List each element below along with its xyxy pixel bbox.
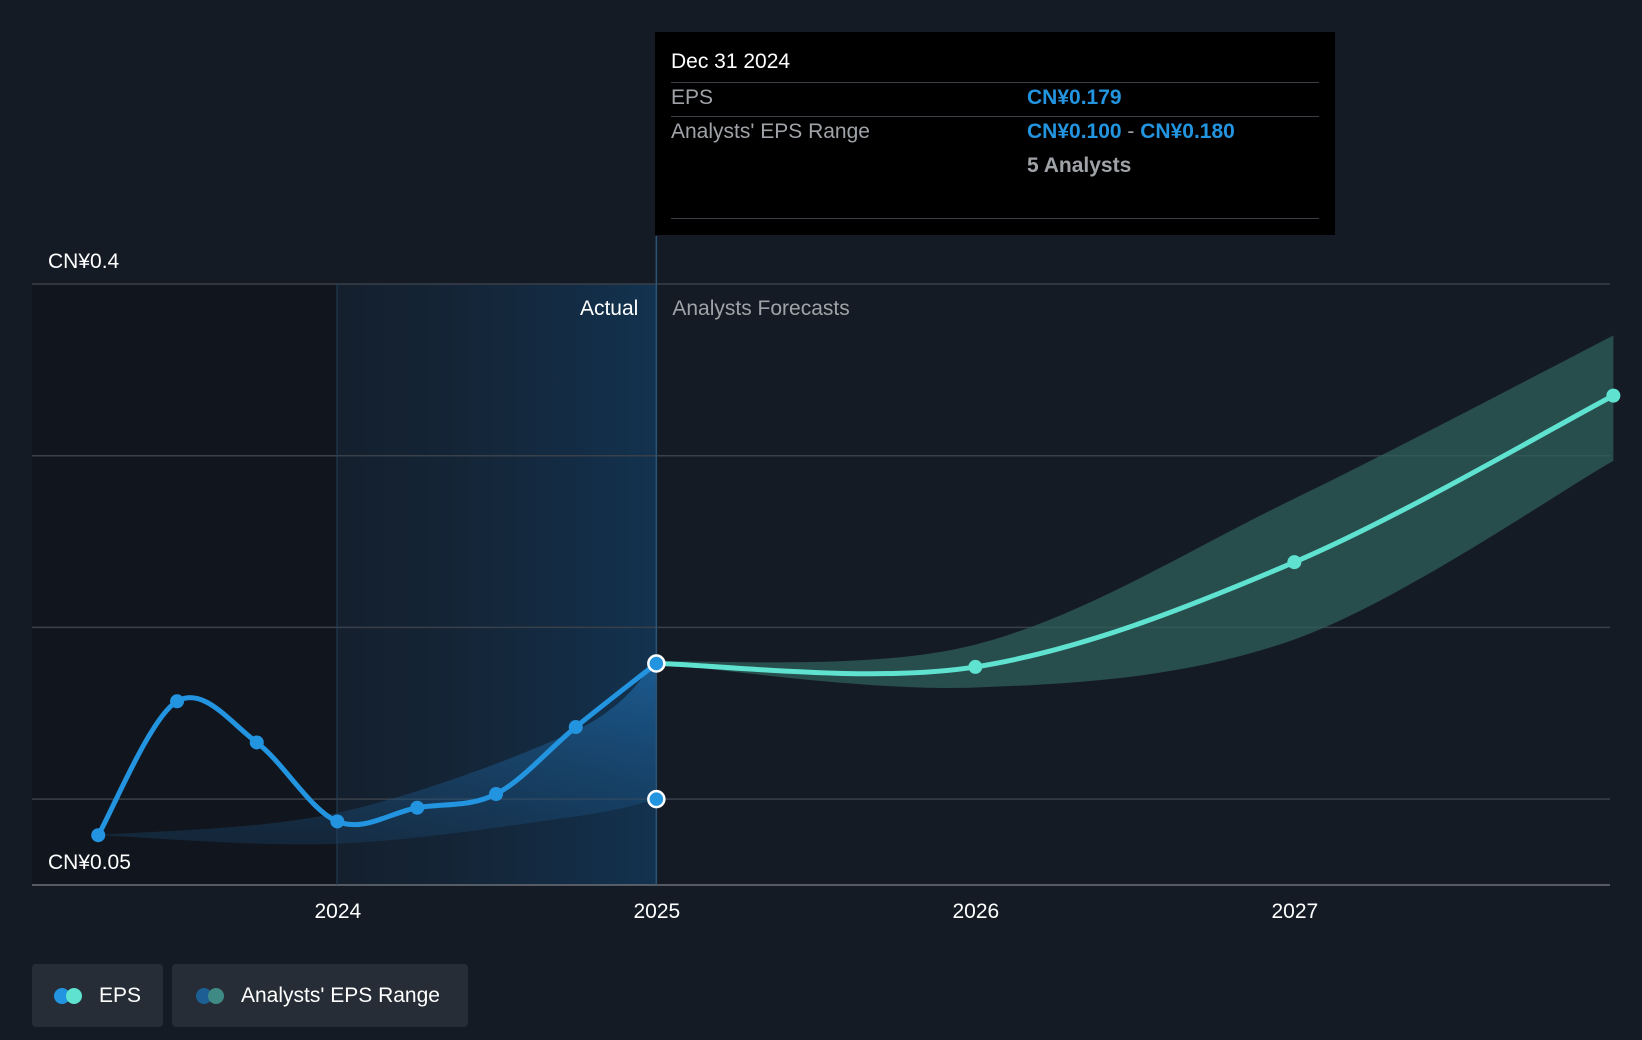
eps-forecast-point [1287, 555, 1302, 570]
eps-actual-point [249, 735, 264, 750]
x-axis-tick-label: 2027 [1272, 900, 1319, 923]
axis-labels: CN¥0.4 CN¥0.05 2024 2025 2026 2027 Actual Analy… [48, 250, 1318, 923]
legend-range-label: Analysts' EPS Range [241, 983, 440, 1007]
grid-lines [32, 283, 1610, 886]
tooltip-range-separator: - [1127, 120, 1135, 143]
tooltip-range-label: Analysts' EPS Range [671, 120, 870, 143]
eps-actual-point [330, 814, 345, 829]
range-legend-icon [196, 987, 226, 1004]
y-axis-min-label: CN¥0.05 [48, 851, 131, 874]
tooltip-eps-value: CN¥0.179 [1027, 86, 1122, 109]
x-axis-tick-label: 2026 [953, 900, 1000, 923]
eps-actual-point [170, 694, 185, 709]
tooltip-eps-label: EPS [671, 86, 714, 109]
y-axis-max-label: CN¥0.4 [48, 250, 120, 273]
x-axis-tick-label: 2025 [634, 900, 681, 923]
eps-actual-point [410, 800, 425, 815]
legend-eps-label: EPS [99, 983, 142, 1007]
x-axis-tick-label: 2024 [315, 900, 362, 923]
tooltip-divider [671, 82, 1319, 83]
range-low-highlight-point [647, 789, 666, 809]
eps-actual-point [489, 786, 504, 801]
eps-forecast-point [1606, 388, 1621, 403]
forecast-section-label: Analysts Forecasts [672, 297, 849, 320]
tooltip-range-low: CN¥0.100 [1027, 120, 1122, 143]
tooltip: Dec 31 2024 EPS CN¥0.179 Analysts' EPS R… [655, 32, 1335, 235]
tooltip-range-value: CN¥0.100 - CN¥0.180 [1027, 120, 1235, 144]
forecast-range-area [656, 335, 1614, 688]
eps-forecast-point [968, 659, 983, 674]
eps-actual-point [91, 828, 106, 843]
legend-eps-toggle[interactable]: EPS [32, 964, 163, 1027]
tooltip-divider [671, 116, 1319, 117]
eps-forecast-line [653, 393, 1616, 677]
pre-period-shade [32, 284, 337, 885]
actual-section-label: Actual [580, 297, 638, 320]
tooltip-date: Dec 31 2024 [671, 50, 791, 73]
data-points [91, 388, 1621, 843]
actual-range-area [98, 661, 657, 845]
tooltip-divider [671, 218, 1319, 219]
eps-highlight-point [647, 654, 666, 673]
eps-actual-point [568, 720, 583, 735]
eps-legend-icon [54, 987, 84, 1004]
tooltip-analyst-count: 5 Analysts [1027, 154, 1132, 177]
tooltip-range-high: CN¥0.180 [1140, 120, 1235, 143]
legend-range-toggle[interactable]: Analysts' EPS Range [172, 964, 468, 1027]
